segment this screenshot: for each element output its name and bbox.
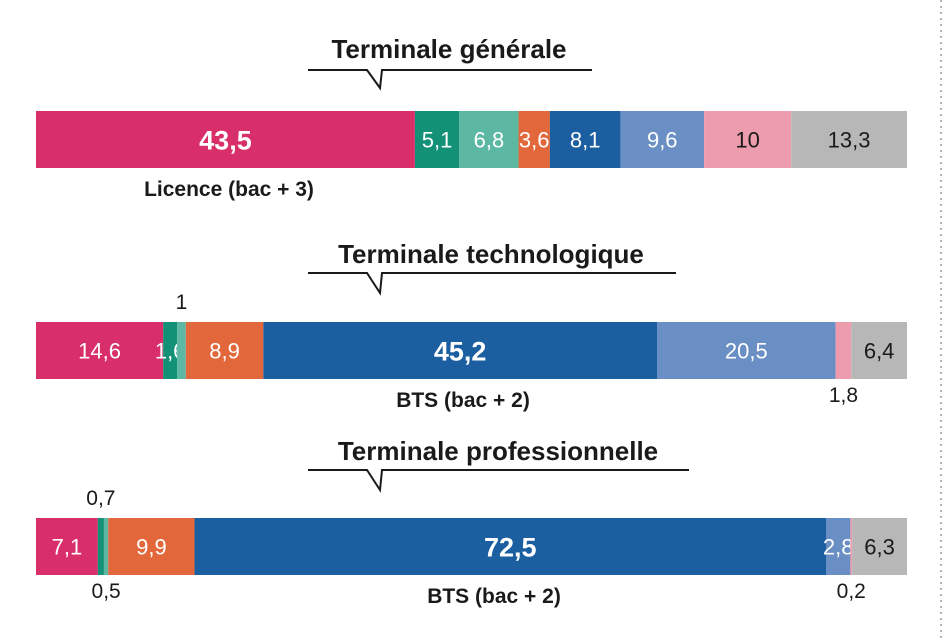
bar-terminale-generale: 43,5 5,1 6,8 3,6 8,1 9,6 10 13,3 bbox=[36, 111, 907, 168]
segment-value-label: 9,6 bbox=[647, 128, 678, 153]
segment-value-label: 20,5 bbox=[725, 339, 768, 364]
segment-value-label: 0,2 bbox=[837, 580, 866, 603]
segment-value-label: 3,6 bbox=[519, 128, 550, 153]
bar-terminale-professionnelle: 7,1 0,7 0,5 9,9 72,5 2,8 0,2 6,3 bbox=[36, 487, 907, 603]
segment-value-label: 6,4 bbox=[864, 339, 895, 364]
segment-value-label: 10 bbox=[735, 128, 759, 153]
bar-segment bbox=[103, 518, 109, 575]
segment-value-label: 6,8 bbox=[474, 128, 505, 153]
bar-segment bbox=[791, 111, 907, 168]
bar-segment bbox=[97, 518, 104, 575]
bar-segment bbox=[36, 518, 98, 575]
segment-value-label: 8,1 bbox=[570, 128, 601, 153]
segment-value-label: 14,6 bbox=[78, 339, 121, 364]
bar-segment bbox=[518, 111, 550, 168]
bar-segment bbox=[185, 322, 264, 379]
segment-value-label: 72,5 bbox=[484, 533, 537, 563]
title-callout-bracket bbox=[308, 69, 592, 91]
title-terminale-professionnelle: Terminale professionnelle bbox=[338, 436, 658, 466]
bar-segment bbox=[263, 322, 658, 379]
title-terminale-technologique: Terminale technologique bbox=[338, 239, 644, 269]
bar-segment bbox=[459, 111, 519, 168]
bar-segment bbox=[194, 518, 826, 575]
annotation-licence: Licence (bac + 3) bbox=[144, 178, 314, 201]
segment-value-label: 43,5 bbox=[199, 126, 252, 156]
annotation-bts: BTS (bac + 2) bbox=[427, 585, 561, 608]
segment-value-label: 13,3 bbox=[828, 128, 871, 153]
segment-value-label: 9,9 bbox=[136, 535, 167, 560]
segment-value-label: 5,1 bbox=[422, 128, 453, 153]
bar-terminale-technologique: 14,6 1,618,9 45,2 20,51,86,4 bbox=[36, 291, 907, 407]
title-callout-bracket bbox=[308, 469, 689, 493]
bar-segment bbox=[36, 111, 415, 168]
bar-segment bbox=[177, 322, 186, 379]
bar-segment bbox=[108, 518, 195, 575]
group-terminale-technologique: Terminale technologique 14,6 1,618,9 45,2 2… bbox=[36, 239, 907, 412]
annotation-bts: BTS (bac + 2) bbox=[396, 389, 530, 412]
bar-segment bbox=[835, 322, 852, 379]
segment-value-label: 7,1 bbox=[52, 535, 83, 560]
segment-value-label: 0,7 bbox=[86, 487, 115, 510]
segment-value-label: 8,9 bbox=[209, 339, 240, 364]
segment-value-label: 1 bbox=[176, 291, 188, 314]
title-terminale-generale: Terminale générale bbox=[331, 34, 566, 64]
bar-segment bbox=[850, 518, 853, 575]
bar-segment bbox=[852, 518, 907, 575]
bar-segment bbox=[620, 111, 705, 168]
group-terminale-generale: Terminale générale 43,5 5,1 6,8 3,6 8,1 9,6 10… bbox=[36, 34, 907, 201]
segment-value-label: 2,8 bbox=[823, 535, 854, 560]
bar-segment bbox=[826, 518, 851, 575]
segment-value-label: 1,8 bbox=[829, 384, 858, 407]
segment-value-label: 45,2 bbox=[434, 337, 487, 367]
bar-segment bbox=[851, 322, 907, 379]
segment-value-label: 6,3 bbox=[864, 535, 895, 560]
bar-segment bbox=[163, 322, 178, 379]
bar-segment bbox=[36, 322, 164, 379]
group-terminale-professionnelle: Terminale professionnelle 7,1 0,7 0,5 9,9 72… bbox=[36, 436, 907, 608]
title-callout-bracket bbox=[308, 272, 676, 296]
bar-segment bbox=[549, 111, 621, 168]
segment-value-label: 0,5 bbox=[92, 580, 121, 603]
bar-segment bbox=[414, 111, 460, 168]
bar-segment bbox=[657, 322, 836, 379]
bar-segment bbox=[704, 111, 792, 168]
